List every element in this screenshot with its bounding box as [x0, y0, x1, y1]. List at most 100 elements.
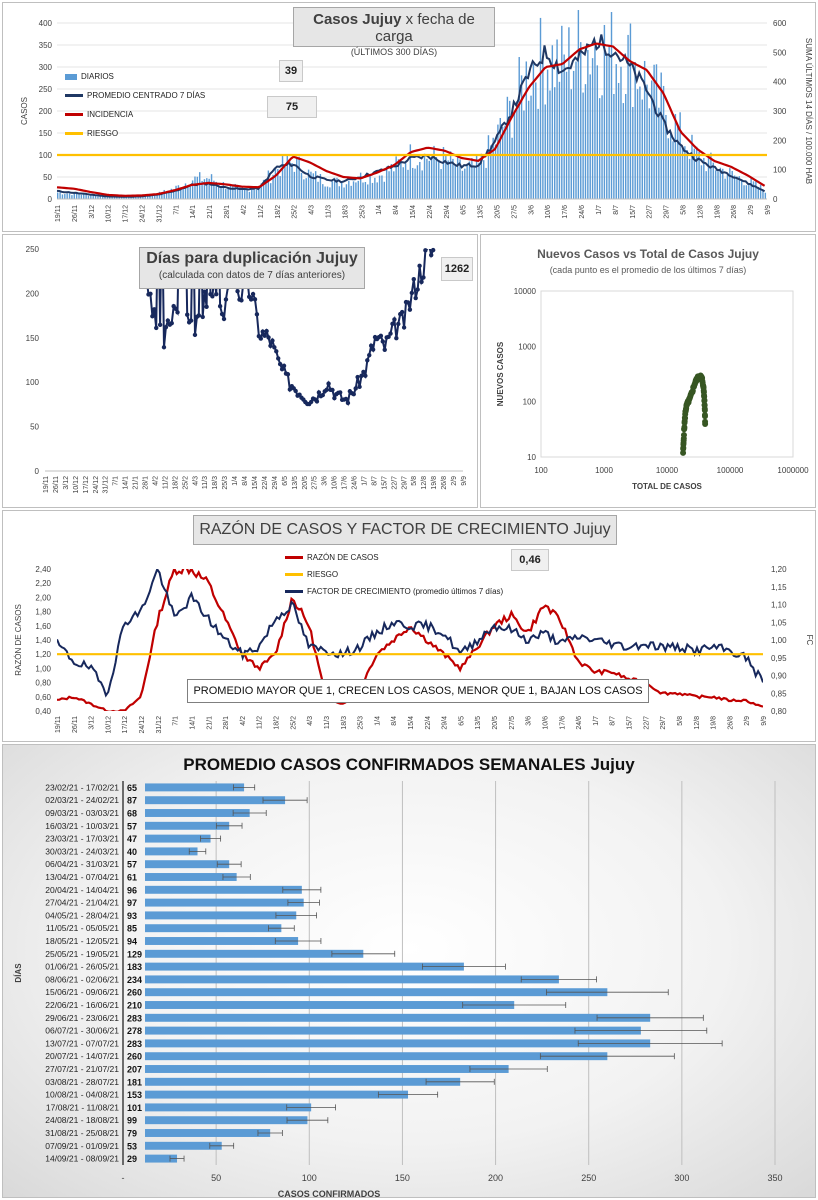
- daily-case-bar: [234, 183, 236, 199]
- weekly-case-bar: [145, 949, 364, 958]
- x-tick-label: 15/7: [630, 205, 637, 219]
- x-tick-label: 28/1: [224, 205, 231, 219]
- daily-case-bar: [305, 178, 307, 199]
- daily-case-bar: [350, 185, 352, 199]
- daily-case-bar: [641, 99, 643, 199]
- week-label: 03/08/21 - 28/07/21: [45, 1077, 119, 1087]
- daily-case-bar: [189, 186, 191, 199]
- daily-case-bar: [759, 184, 762, 199]
- doubling-days-point: [430, 247, 436, 253]
- bar-value-label: 129: [127, 949, 142, 959]
- daily-case-bar: [651, 80, 653, 199]
- doubling-days-point: [382, 347, 387, 352]
- doubling-days-point: [258, 336, 264, 341]
- weekly-case-bar: [145, 1090, 409, 1099]
- doubling-days-chart-panel: 0 50 100 150 200 250 19/11 26/11 3/12 10/12 17/12 2…: [2, 234, 478, 508]
- y-tick-label: 200: [26, 289, 40, 298]
- week-label: 30/03/21 - 24/03/21: [45, 846, 119, 856]
- daily-case-bar: [146, 195, 149, 199]
- daily-case-bar: [693, 148, 696, 199]
- daily-case-bar: [343, 187, 345, 199]
- y-tick-label: 10000: [514, 287, 537, 296]
- daily-case-bar: [731, 170, 733, 199]
- y-tick-label: 2,00: [35, 593, 51, 602]
- x-tick-label: 7/1: [173, 716, 180, 726]
- scatter-point: [681, 424, 688, 431]
- x-tick-label: 3/12: [63, 476, 70, 490]
- x-tick-label: 18/2: [172, 476, 179, 490]
- x-tick-label: 4/2: [241, 205, 248, 215]
- doubling-days-point: [210, 294, 215, 299]
- daily-case-bar: [606, 55, 608, 200]
- x-tick-label: 1/7: [596, 205, 603, 215]
- daily-case-bar: [184, 183, 187, 199]
- weekly-case-bar: [145, 1129, 271, 1137]
- doubling-days-point: [363, 373, 368, 378]
- daily-case-bar: [646, 84, 648, 199]
- legend-label-fc: FACTOR DE CRECIMIENTO (promedio últimos …: [307, 587, 504, 596]
- daily-case-bar: [442, 147, 445, 199]
- x-tick-label: 20/5: [302, 476, 309, 490]
- x-tick-label: 29/7: [664, 205, 671, 219]
- weekly-case-bar: [145, 860, 230, 869]
- daily-case-bar: [319, 174, 322, 199]
- daily-case-bar: [243, 188, 246, 199]
- x-tick-label: 1000000: [777, 466, 809, 475]
- ratio-growth-note: PROMEDIO MAYOR QUE 1, CRECEN LOS CASOS, …: [187, 679, 649, 703]
- x-tick-label: 11/3: [202, 476, 209, 489]
- daily-case-bar: [307, 169, 310, 199]
- x-tick-label: 17/6: [559, 716, 566, 730]
- daily-case-bar: [527, 100, 530, 199]
- daily-case-bar: [584, 84, 587, 199]
- scatter-point: [701, 413, 708, 420]
- x-tick-label: 19/8: [431, 476, 438, 490]
- daily-case-bar: [539, 17, 542, 199]
- daily-case-bar: [409, 144, 412, 199]
- daily-case-bar: [68, 193, 71, 199]
- legend-swatch-riesgo-2: [285, 573, 303, 577]
- daily-case-bar: [222, 182, 225, 199]
- daily-case-bar: [255, 189, 258, 199]
- bar-value-label: 87: [127, 796, 137, 806]
- x-tick-label: 4/2: [152, 476, 159, 486]
- daily-case-bar: [139, 196, 142, 199]
- x-tick-label: 11/3: [325, 205, 332, 218]
- x-tick-label: 27/5: [511, 205, 518, 219]
- daily-case-bar: [426, 158, 428, 199]
- doubling-days-point: [368, 343, 374, 348]
- y-tick-label: 350: [39, 41, 53, 50]
- legend-item-fc: FACTOR DE CRECIMIENTO (promedio últimos …: [285, 583, 503, 600]
- daily-case-bar: [312, 173, 315, 199]
- bar-value-label: 260: [127, 988, 142, 998]
- daily-case-bar: [253, 188, 255, 199]
- x-tick-label: 3/6: [322, 476, 329, 486]
- daily-case-bar: [717, 171, 719, 199]
- daily-case-bar: [516, 101, 518, 199]
- daily-case-bar: [613, 93, 615, 199]
- legend-swatch-diarios: [65, 73, 77, 80]
- x-tick-label: 27/5: [312, 476, 319, 490]
- daily-case-bar: [625, 94, 627, 199]
- x-tick-label: 26/8: [441, 476, 448, 490]
- daily-case-bar: [364, 181, 367, 199]
- legend-label-riesgo-2: RIESGO: [307, 570, 339, 579]
- weekly-case-bar: [145, 1026, 641, 1035]
- y2-tick-label: 1,10: [771, 601, 787, 610]
- daily-case-bar: [596, 65, 599, 199]
- x-tick-label: 25/2: [290, 716, 297, 730]
- weekly-case-bar: [145, 1103, 312, 1112]
- week-label: 17/08/21 - 11/08/21: [46, 1102, 119, 1112]
- doubling-days-point: [173, 306, 178, 311]
- week-label: 20/04/21 - 14/04/21: [45, 885, 119, 895]
- daily-case-bar: [298, 156, 300, 199]
- x-tick-label: 22/4: [262, 476, 269, 490]
- y-tick-label: 100: [523, 398, 537, 407]
- daily-case-bar: [393, 171, 395, 199]
- daily-case-bar: [300, 172, 303, 199]
- y-axis-label: CASOS: [20, 97, 29, 125]
- y-tick-label: 1,20: [35, 650, 51, 659]
- x-tick-label: 28/1: [223, 716, 230, 730]
- x-tick-label: 9/9: [461, 476, 468, 486]
- x-tick-label: 19/8: [711, 716, 718, 730]
- doubling-days-point: [264, 328, 269, 334]
